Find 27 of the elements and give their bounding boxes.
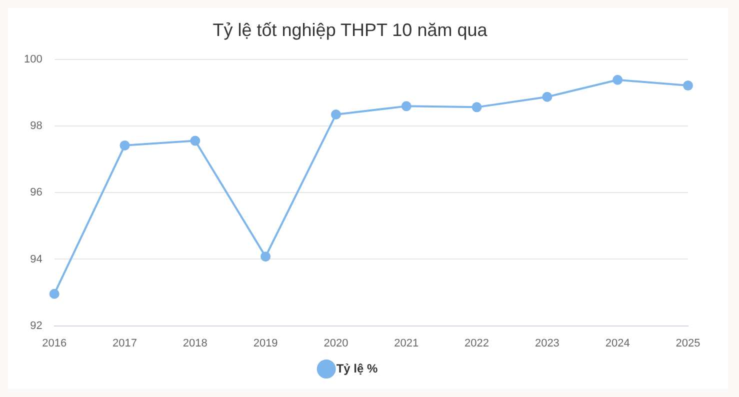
x-tick-label: 2019 xyxy=(253,337,278,350)
y-tick-label: 96 xyxy=(30,186,42,199)
point xyxy=(120,140,130,150)
point xyxy=(683,80,693,91)
point xyxy=(260,252,271,262)
point xyxy=(49,288,60,299)
y-tick-label: 100 xyxy=(24,54,42,66)
y-tick-label: 98 xyxy=(30,120,42,132)
x-tick-label: 2023 xyxy=(534,337,560,350)
x-tick-label: 2025 xyxy=(676,337,700,350)
legend-label: Tỷ lệ % xyxy=(336,361,378,376)
point xyxy=(190,136,200,146)
y-tick-label: 92 xyxy=(30,320,42,332)
point xyxy=(472,102,482,112)
x-tick-label: 2018 xyxy=(182,337,208,350)
x-tick-label: 2016 xyxy=(42,337,67,350)
x-tick-label: 2020 xyxy=(324,337,348,350)
point xyxy=(542,92,552,102)
x-tick-label: 2022 xyxy=(464,337,490,350)
x-tick-label: 2017 xyxy=(112,337,137,350)
point xyxy=(330,110,341,120)
chart-title: Tỷ lệ tốt nghiệp THPT 10 năm qua xyxy=(212,20,488,40)
y-tick-label: 94 xyxy=(30,253,42,266)
point xyxy=(612,74,623,85)
point xyxy=(401,101,412,112)
x-tick-label: 2024 xyxy=(605,337,630,350)
x-tick-label: 2021 xyxy=(394,337,419,350)
